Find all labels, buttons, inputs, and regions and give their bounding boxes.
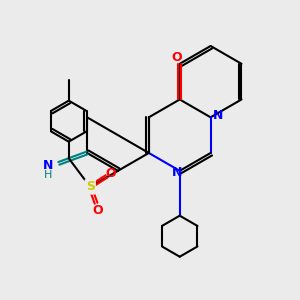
Text: N: N: [172, 166, 182, 179]
Text: S: S: [85, 180, 94, 194]
Text: N: N: [43, 159, 54, 172]
Text: N: N: [213, 109, 223, 122]
Text: O: O: [171, 51, 182, 64]
Text: O: O: [92, 204, 103, 217]
Text: O: O: [106, 167, 116, 180]
Text: H: H: [44, 170, 52, 180]
